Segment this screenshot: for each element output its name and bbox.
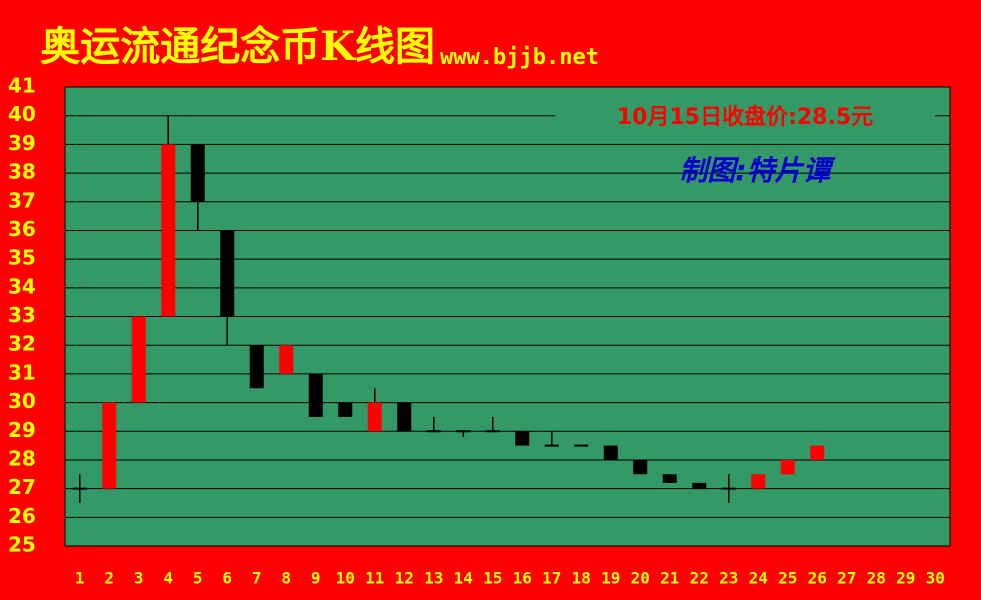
- x-tick-label: 12: [395, 569, 414, 588]
- x-tick-label: 5: [193, 569, 203, 588]
- y-tick-label: 29: [8, 418, 36, 442]
- candle-body: [633, 459, 648, 475]
- candle-body: [308, 373, 323, 417]
- candle-body: [72, 487, 87, 490]
- x-tick-label: 17: [542, 569, 561, 588]
- x-tick-label: 7: [252, 569, 262, 588]
- x-tick-label: 23: [719, 569, 738, 588]
- x-tick-label: 9: [311, 569, 321, 588]
- x-tick-label: 20: [631, 569, 650, 588]
- candle-body: [338, 402, 353, 417]
- annotation-box: [555, 100, 935, 140]
- candle-body: [397, 402, 412, 432]
- y-tick-label: 41: [8, 74, 36, 98]
- y-tick-label: 33: [8, 303, 36, 327]
- y-tick-label: 32: [8, 332, 36, 356]
- author-annotation: 制图:特片谭: [679, 154, 836, 187]
- candle-body: [810, 445, 825, 460]
- chart-title: 奥运流通纪念币K线图: [40, 23, 435, 70]
- y-tick-label: 40: [8, 102, 36, 126]
- x-tick-label: 10: [336, 569, 355, 588]
- x-tick-label: 29: [896, 569, 915, 588]
- close-annotation: 10月15日收盘价:28.5元: [617, 104, 873, 130]
- y-tick-label: 27: [8, 475, 36, 499]
- x-tick-label: 16: [513, 569, 532, 588]
- candle-body: [515, 431, 530, 446]
- candle-body: [456, 430, 471, 433]
- candle-body: [751, 474, 766, 489]
- candle-body: [603, 445, 618, 460]
- x-tick-label: 6: [222, 569, 232, 588]
- y-tick-label: 25: [8, 533, 36, 557]
- x-tick-label: 25: [778, 569, 797, 588]
- x-tick-label: 30: [926, 569, 945, 588]
- x-tick-label: 28: [867, 569, 886, 588]
- x-tick-label: 4: [163, 569, 173, 588]
- chart-subtitle: www.bjjb.net: [440, 45, 599, 70]
- candle-body: [780, 459, 795, 475]
- candle-body: [102, 402, 117, 489]
- x-tick-label: 1: [75, 569, 85, 588]
- y-tick-label: 34: [8, 274, 36, 298]
- y-tick-label: 35: [8, 246, 36, 270]
- x-tick-label: 21: [660, 569, 679, 588]
- candle-body: [220, 230, 235, 317]
- x-tick-label: 22: [690, 569, 709, 588]
- y-tick-label: 38: [8, 160, 36, 184]
- candle-body: [161, 144, 176, 317]
- x-tick-label: 11: [365, 569, 384, 588]
- x-tick-label: 13: [424, 569, 443, 588]
- x-tick-label: 15: [483, 569, 502, 588]
- y-tick-label: 36: [8, 217, 36, 241]
- candle-body: [190, 144, 205, 202]
- candle-body: [544, 444, 559, 447]
- y-tick-label: 28: [8, 446, 36, 470]
- candle-body: [662, 474, 677, 483]
- x-tick-label: 27: [837, 569, 856, 588]
- candle-body: [721, 487, 736, 490]
- y-tick-label: 37: [8, 188, 36, 212]
- x-tick-label: 2: [104, 569, 114, 588]
- x-tick-label: 19: [601, 569, 620, 588]
- x-tick-label: 18: [572, 569, 591, 588]
- x-tick-label: 14: [454, 569, 473, 588]
- candle-body: [279, 345, 294, 374]
- x-tick-label: 26: [808, 569, 827, 588]
- candle-body: [574, 444, 589, 447]
- x-tick-label: 8: [281, 569, 291, 588]
- candle-body: [692, 482, 707, 489]
- candle-body: [131, 316, 146, 403]
- candle-body: [426, 430, 441, 433]
- candle-body: [367, 402, 382, 432]
- x-tick-label: 24: [749, 569, 768, 588]
- y-tick-label: 39: [8, 131, 36, 155]
- x-tick-label: 3: [134, 569, 144, 588]
- candle-body: [485, 430, 500, 433]
- y-tick-label: 31: [8, 360, 36, 384]
- y-tick-label: 30: [8, 389, 36, 413]
- y-tick-label: 26: [8, 504, 36, 528]
- candle-body: [249, 345, 264, 389]
